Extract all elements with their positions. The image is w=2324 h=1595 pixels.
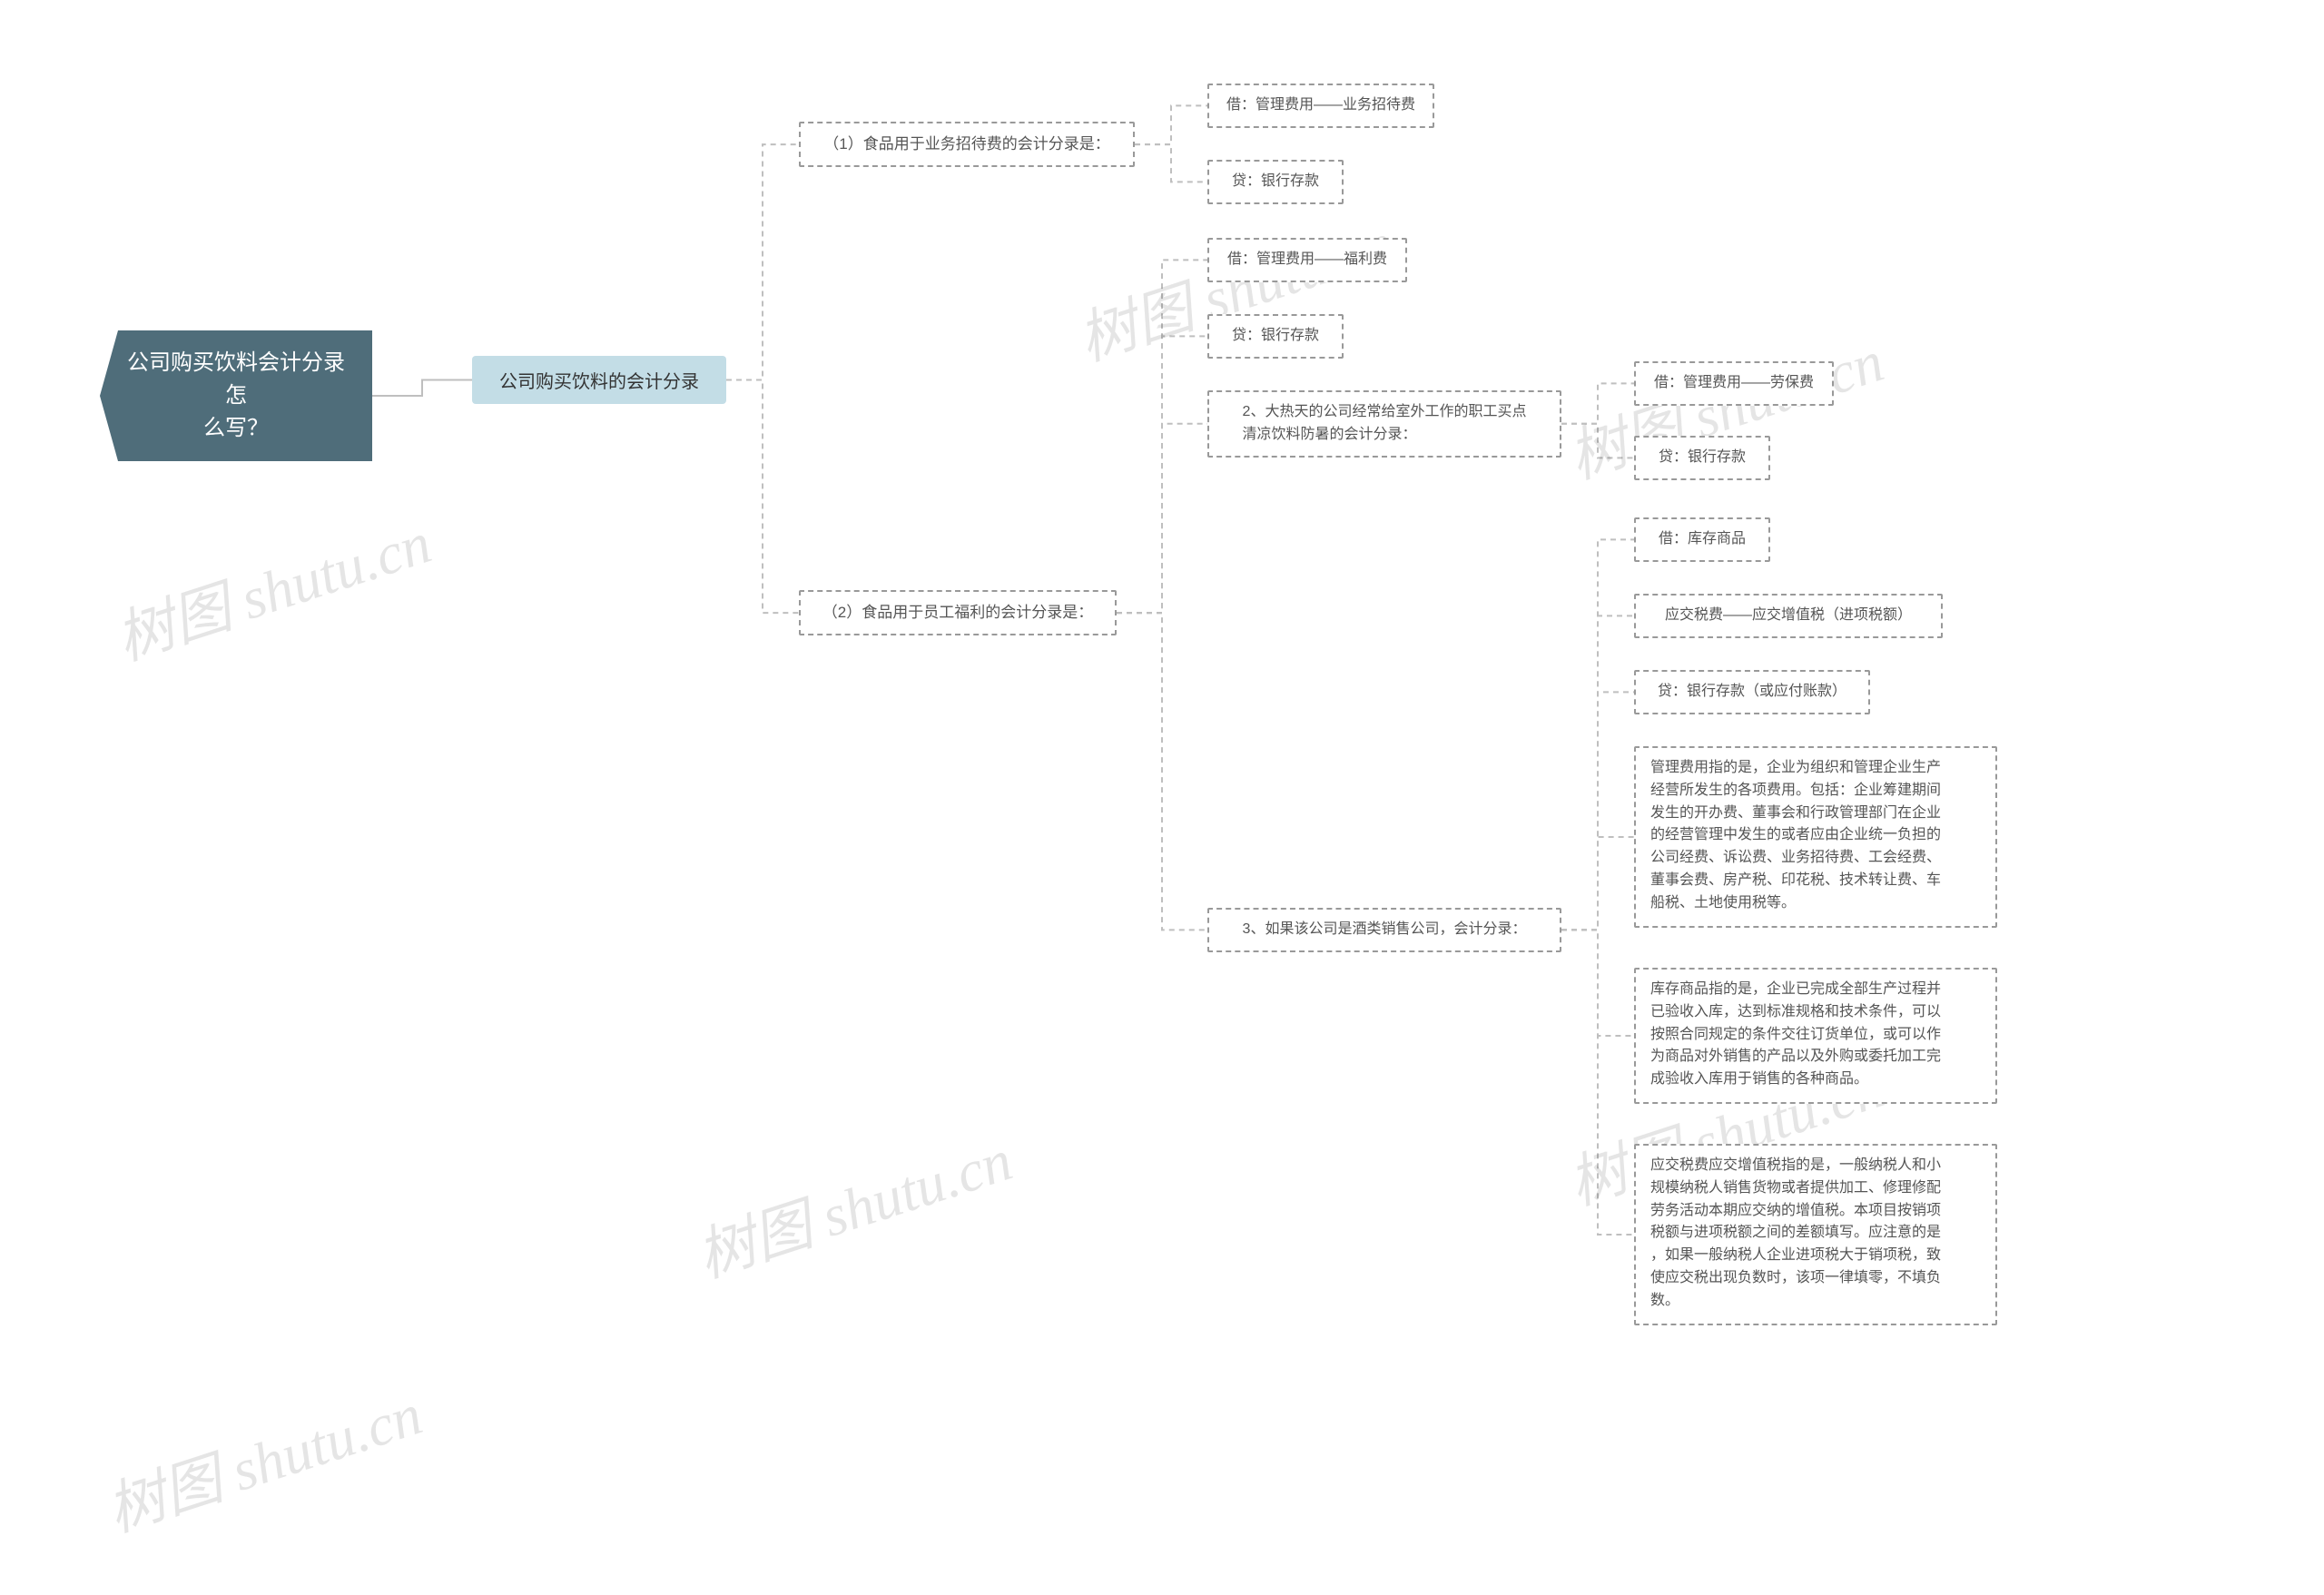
edge-l1-b xyxy=(726,380,799,614)
edge-b3-b3a xyxy=(1561,383,1634,423)
watermark: 树图 shutu.cn xyxy=(95,1368,431,1548)
node-b4a: 借：库存商品 xyxy=(1634,517,1770,562)
edge-b4-b4c xyxy=(1561,692,1634,930)
node-a1: 借：管理费用——业务招待费 xyxy=(1207,84,1434,128)
node-b1: 借：管理费用——福利费 xyxy=(1207,238,1407,282)
node-b4b: 应交税费——应交增值税（进项税额） xyxy=(1634,594,1943,638)
node-b3: 2、大热天的公司经常给室外工作的职工买点 清凉饮料防暑的会计分录： xyxy=(1207,390,1561,458)
node-b3b: 贷：银行存款 xyxy=(1634,436,1770,480)
node-a: （1）食品用于业务招待费的会计分录是： xyxy=(799,122,1135,167)
node-b: （2）食品用于员工福利的会计分录是： xyxy=(799,590,1117,635)
node-b3a: 借：管理费用——劳保费 xyxy=(1634,361,1834,406)
node-b4f: 应交税费应交增值税指的是，一般纳税人和小 规模纳税人销售货物或者提供加工、修理修… xyxy=(1634,1144,1997,1325)
edge-a-a1 xyxy=(1135,105,1207,144)
node-l1: 公司购买饮料的会计分录 xyxy=(472,356,726,404)
edge-l1-a xyxy=(726,144,799,379)
edge-b-b1 xyxy=(1117,260,1207,613)
edge-b4-b4e xyxy=(1561,930,1634,1036)
edge-b-b3 xyxy=(1117,424,1207,613)
node-b2: 贷：银行存款 xyxy=(1207,314,1344,359)
node-a2: 贷：银行存款 xyxy=(1207,160,1344,204)
edge-root-l1 xyxy=(372,380,472,397)
node-root: 公司购买饮料会计分录怎 么写？ xyxy=(100,330,372,461)
edge-a-a2 xyxy=(1135,144,1207,182)
node-b4d: 管理费用指的是，企业为组织和管理企业生产 经营所发生的各项费用。包括：企业筹建期… xyxy=(1634,746,1997,928)
node-b4c: 贷：银行存款（或应付账款） xyxy=(1634,670,1870,714)
edge-b4-b4f xyxy=(1561,930,1634,1235)
node-b4: 3、如果该公司是酒类销售公司，会计分录： xyxy=(1207,908,1561,952)
edge-b-b2 xyxy=(1117,336,1207,613)
edge-b4-b4b xyxy=(1561,615,1634,930)
watermark: 树图 shutu.cn xyxy=(685,1114,1021,1294)
edge-b4-b4a xyxy=(1561,539,1634,930)
edge-b4-b4d xyxy=(1561,837,1634,930)
watermark: 树图 shutu.cn xyxy=(104,497,440,676)
edge-b3-b3b xyxy=(1561,424,1634,458)
edge-b-b4 xyxy=(1117,613,1207,930)
node-b4e: 库存商品指的是，企业已完成全部生产过程并 已验收入库，达到标准规格和技术条件，可… xyxy=(1634,968,1997,1104)
